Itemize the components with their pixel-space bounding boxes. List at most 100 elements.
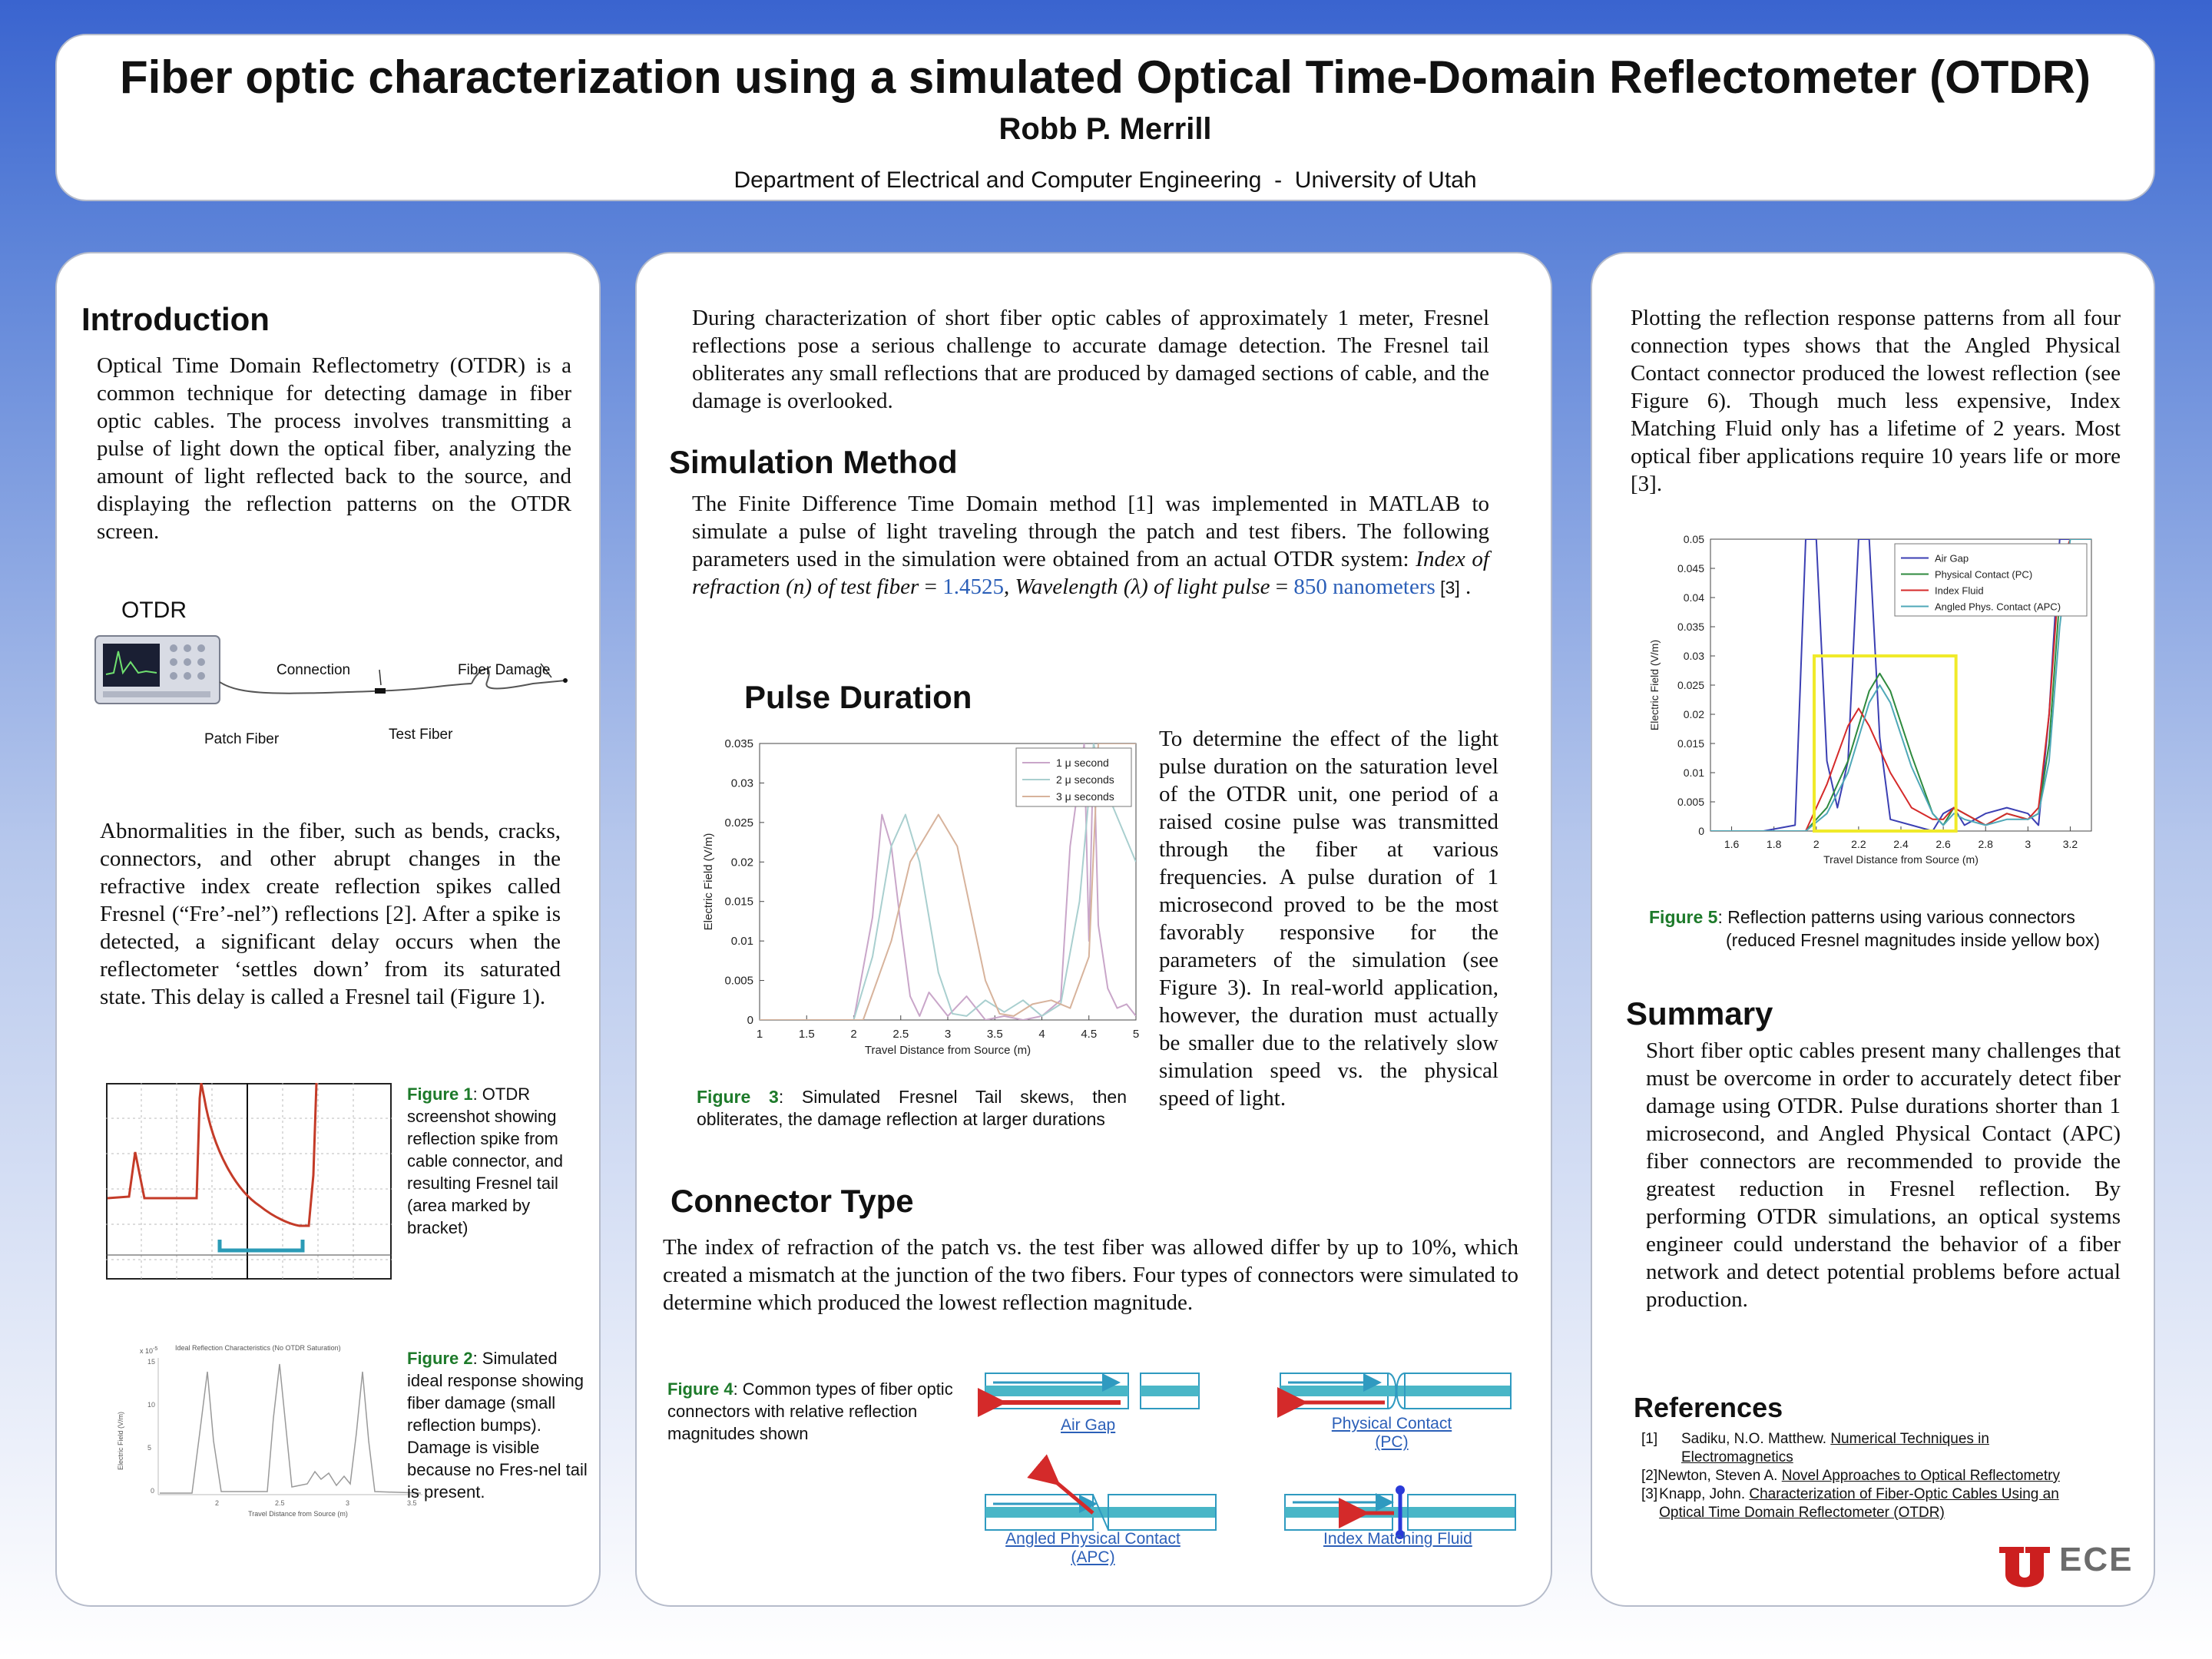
x-tick-label: 5 [1133, 1028, 1139, 1041]
figure2-plot-title: Ideal Reflection Characteristics (No OTD… [175, 1344, 341, 1352]
physical-contact-diagram [1277, 1373, 1512, 1418]
air-gap-label: Air Gap [1061, 1416, 1116, 1434]
simulation-text: The Finite Difference Time Domain method… [692, 492, 1489, 571]
legend-box [1894, 543, 2088, 617]
figure3-label: Figure 3 [697, 1087, 779, 1107]
x-axis-label: Travel Distance from Source (m) [1823, 853, 1979, 866]
figure2-xtick: 3 [346, 1499, 349, 1507]
test-fiber-line [471, 667, 566, 690]
figure1-otdr-screenshot [106, 1083, 392, 1280]
y-tick-label: 0.03 [731, 777, 753, 790]
y-tick-label: 0.025 [1677, 679, 1704, 691]
reference-title-link[interactable]: Novel Approaches to Optical Reflectometr… [1781, 1468, 2060, 1484]
x-tick-label: 2.6 [1936, 838, 1951, 850]
poster-author: Robb P. Merrill [998, 112, 1212, 146]
figure4-caption: Figure 4: Common types of fiber optic co… [667, 1378, 953, 1445]
reference-authors: Sadiku, N.O. Matthew. [1681, 1431, 1831, 1447]
x-tick-label: 4.5 [1081, 1028, 1097, 1041]
figure1-label: Figure 1 [407, 1084, 473, 1104]
y-tick-label: 0.025 [724, 816, 753, 830]
legend-label: 2 μ seconds [1056, 773, 1114, 786]
intro-paragraph-2: Abnormalities in the fiber, such as bend… [100, 819, 561, 1009]
param-index-value: 1.4525 [942, 575, 1004, 599]
index-matching-fluid-diagram [1284, 1485, 1516, 1539]
series-line [1710, 539, 2091, 831]
legend-label: 1 μ second [1056, 757, 1109, 769]
figure5-label: Figure 5 [1649, 907, 1718, 927]
y-tick-label: 0.01 [731, 935, 753, 948]
svg-text:x 10-5: x 10-5 [140, 1346, 157, 1355]
reference-number: [3] [1641, 1486, 1658, 1502]
x-tick-label: 4 [1038, 1028, 1045, 1041]
y-tick-label: 0.02 [731, 856, 753, 869]
series-line [1710, 539, 2091, 831]
fiber-damage-label: Fiber Damage [458, 662, 551, 678]
y-axis-label: Electric Field (V/m) [702, 833, 715, 931]
pulse-paragraph: To determine the effect of the light pul… [1159, 727, 1498, 1111]
figure4-label: Figure 4 [667, 1379, 733, 1399]
apc-label: Angled Physical Contact (APC) [1005, 1530, 1181, 1566]
x-tick-label: 1.5 [799, 1028, 815, 1041]
summary-paragraph: Short fiber optic cables present many ch… [1646, 1038, 2121, 1312]
y-tick-label: 0.005 [724, 975, 753, 988]
figure2-ylabel: Electric Field (V/m) [117, 1412, 124, 1470]
figure1-trace [107, 1083, 318, 1227]
pulse-heading: Pulse Duration [744, 679, 972, 715]
series-line [1710, 539, 2091, 831]
ece-logo-text: ECE [2059, 1541, 2134, 1578]
reference-number: [2] [1641, 1468, 1658, 1484]
figure2-xtick: 3.5 [407, 1499, 417, 1507]
x-tick-label: 3.2 [2063, 838, 2078, 850]
x-tick-label: 2.5 [892, 1028, 909, 1041]
reference-authors: Newton, Steven A. [1657, 1468, 1782, 1484]
figure2-trace [160, 1363, 422, 1494]
figure3-chart: 0 0.005 0.01 0.015 0.02 0.025 0.03 0.035 1 1.5 2 2.… [702, 737, 1139, 1057]
x-tick-label: 1 [757, 1028, 763, 1041]
param-equals: = [919, 575, 943, 599]
y-tick-label: 0.04 [1684, 591, 1704, 604]
figure2-xtick: 2.5 [275, 1499, 285, 1507]
param-wavelength-label: Wavelength (λ) of light pulse [1015, 575, 1270, 599]
x-axis-label: Travel Distance from Source (m) [865, 1044, 1031, 1057]
x-tick-label: 2.8 [1978, 838, 1993, 850]
x-tick-label: 2 [1813, 838, 1820, 850]
reference-title-link[interactable]: Characterization of Fiber-Optic Cables U… [1659, 1486, 2059, 1521]
reference-title-link[interactable]: Numerical Techniques in Electromagnetics [1681, 1431, 1989, 1465]
y-tick-label: 0 [747, 1014, 753, 1027]
highlight-box [1813, 654, 1958, 833]
simulation-heading: Simulation Method [669, 444, 958, 480]
figure2-ytick: 0 [151, 1487, 154, 1495]
figure2-caption: Figure 2: Simulated ideal response showi… [407, 1347, 594, 1503]
reference-number: [1] [1641, 1431, 1658, 1447]
summary-heading: Summary [1626, 995, 1773, 1031]
y-axis-label: Electric Field (V/m) [1648, 640, 1661, 730]
intro-heading: Introduction [81, 301, 270, 337]
air-gap-diagram [978, 1373, 1200, 1421]
references-list: [1] Sadiku, N.O. Matthew. Numerical Tech… [1641, 1430, 2102, 1522]
param-reference: [3] [1435, 578, 1460, 598]
y-tick-label: 0.035 [724, 737, 753, 750]
y-tick-label: 0.05 [1684, 533, 1704, 545]
simulation-paragraph: The Finite Difference Time Domain method… [692, 490, 1489, 601]
legend-label: Physical Contact (PC) [1935, 569, 2032, 581]
param-index-label: Index of refraction (n) of test fiber [692, 547, 1489, 599]
otdr-device-icon [94, 635, 220, 704]
right-intro-paragraph: Plotting the reflection response pattern… [1631, 306, 2121, 496]
reference-item: [1] Sadiku, N.O. Matthew. Numerical Tech… [1641, 1430, 2102, 1467]
figure2-exponent-power: -5 [153, 1346, 157, 1352]
otdr-setup-diagram [94, 635, 568, 704]
y-tick-label: 0.005 [1677, 796, 1704, 808]
reference-item: [2] Newton, Steven A. Novel Approaches t… [1641, 1467, 2102, 1485]
imf-label: Index Matching Fluid [1323, 1530, 1472, 1548]
y-tick-label: 0.015 [724, 896, 753, 909]
param-end: . [1459, 575, 1472, 599]
middle-column: During characterization of short fiber o… [635, 252, 1552, 1607]
figure1-caption-text: : OTDR screenshot showing reflection spi… [407, 1084, 564, 1237]
connector-heading: Connector Type [671, 1183, 914, 1219]
figure2-label: Figure 2 [407, 1349, 473, 1368]
figure5-caption-2: (reduced Fresnel magnitudes inside yello… [1726, 930, 2101, 950]
intro-paragraph-1: Optical Time Domain Reflectometry (OTDR)… [97, 353, 571, 544]
param-separator: , [1003, 575, 1015, 599]
x-tick-label: 3 [2025, 838, 2031, 850]
y-tick-label: 0.045 [1677, 562, 1704, 575]
